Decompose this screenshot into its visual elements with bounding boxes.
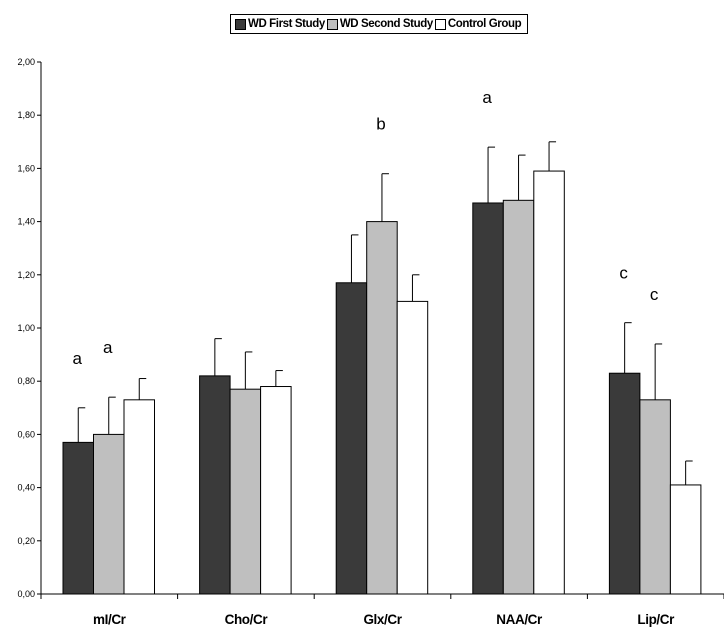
y-tick-label: 1,80 <box>17 110 35 120</box>
bar <box>62 441 94 595</box>
significance-letter: a <box>103 338 113 357</box>
bar <box>199 375 231 595</box>
significance-letter: a <box>73 349 83 368</box>
x-category-label: mI/Cr <box>93 612 127 627</box>
legend-item-control-group: Control Group <box>434 18 522 30</box>
legend-label-first-study: WD First Study <box>248 18 325 30</box>
x-category-label: Cho/Cr <box>225 612 269 627</box>
legend-swatch-control-group <box>434 18 446 30</box>
x-category-label: NAA/Cr <box>496 612 543 627</box>
y-tick-label: 0,60 <box>17 429 35 439</box>
bar <box>608 372 641 595</box>
y-tick-label: 2,00 <box>17 57 35 67</box>
y-tick-label: 1,60 <box>17 163 35 173</box>
bar <box>93 433 125 595</box>
y-tick-label: 1,00 <box>17 323 35 333</box>
y-tick-label: 0,40 <box>17 483 35 493</box>
significance-letter: a <box>482 88 492 107</box>
bar <box>335 282 368 595</box>
chart-legend: WD First Study WD Second Study Control G… <box>230 14 529 34</box>
bar <box>396 300 429 595</box>
bar <box>229 388 262 595</box>
bar <box>502 199 535 595</box>
legend-item-first-study: WD First Study <box>235 18 325 30</box>
bar <box>366 221 398 595</box>
significance-letter: c <box>650 285 659 304</box>
y-tick-label: 0,20 <box>17 536 35 546</box>
y-tick-label: 0,80 <box>17 376 35 386</box>
y-tick-label: 1,40 <box>17 217 35 227</box>
bar <box>533 170 565 595</box>
significance-letter: b <box>376 115 385 134</box>
legend-label-control-group: Control Group <box>447 18 522 30</box>
legend-swatch-first-study <box>235 18 246 30</box>
bar <box>639 399 671 595</box>
bar <box>260 386 292 595</box>
legend-swatch-second-study <box>326 18 338 30</box>
y-tick-label: 0,00 <box>17 589 35 599</box>
bar <box>472 202 504 595</box>
legend-label-second-study: WD Second Study <box>339 18 433 30</box>
y-tick-label: 1,20 <box>17 270 35 280</box>
x-category-label: Lip/Cr <box>637 612 675 627</box>
legend-item-second-study: WD Second Study <box>326 18 433 30</box>
significance-letter: c <box>619 264 628 283</box>
bar <box>669 484 702 595</box>
x-category-label: Glx/Cr <box>363 612 402 627</box>
bar <box>123 399 155 595</box>
